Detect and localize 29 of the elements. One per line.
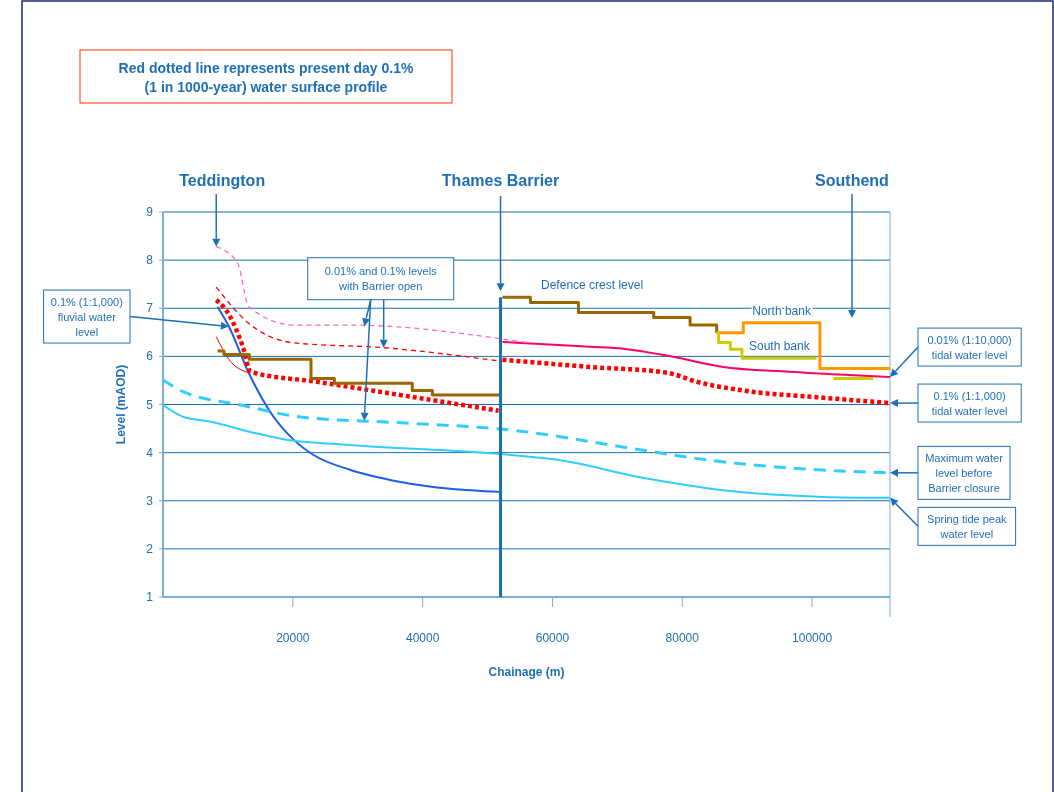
y-tick-label: 6 (146, 349, 154, 364)
x-tick-label: 20000 (276, 631, 310, 645)
x-tick-label: 60000 (535, 631, 570, 645)
y-tick-label: 7 (146, 301, 154, 316)
y-tick-label: 3 (146, 493, 154, 508)
x-tick-label: 40000 (405, 631, 440, 645)
x-tick-label: 100000 (792, 631, 833, 645)
y-tick-label: 8 (146, 253, 154, 268)
annotation: 0.01% and 0.1% levels with Barrier open (324, 264, 438, 292)
annotation: 0.1% (1:1,000) tidal water level (931, 390, 1008, 418)
line-series (216, 305, 502, 494)
y-axis-title: Level (mAOD) (114, 364, 128, 445)
series-label: South bank (748, 339, 811, 354)
annotation: Maximum water level before Barrier closure (925, 452, 1004, 495)
x-axis-title: Chainage (m) (488, 665, 565, 679)
chart-title: Red dotted line represents present day 0.1% (1 in 1000-year) water surface profile (118, 60, 414, 95)
y-tick-label: 2 (146, 541, 154, 556)
y-tick-label: 5 (146, 397, 154, 412)
x-tick-label: 80000 (665, 631, 700, 645)
ref-line-label: Thames Barrier (441, 172, 560, 189)
series-label: Defence crest level (541, 278, 644, 293)
y-tick-label: 9 (146, 205, 154, 219)
text: Southend (815, 172, 889, 189)
y-tick-label: 4 (146, 445, 154, 460)
y-tick-label: 1 (146, 590, 154, 604)
annotation: 0.1% (1:1,000) fluvial water level (50, 296, 123, 339)
annotation: 0.01% (1:10,000) tidal water level (927, 334, 1012, 362)
annotation: Spring tide peak water level (927, 513, 1008, 541)
annotation: Teddington (179, 172, 266, 189)
